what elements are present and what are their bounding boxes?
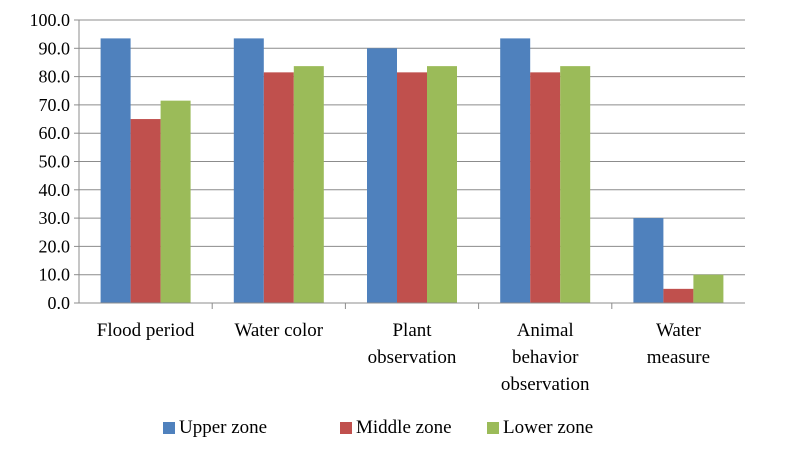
- bars: [100, 38, 724, 304]
- legend-label: Lower zone: [503, 417, 593, 438]
- y-tick-label: 90.0: [39, 38, 71, 58]
- bar: [500, 38, 531, 304]
- bar: [560, 66, 591, 303]
- bar: [293, 66, 324, 303]
- category-label: Water color: [234, 320, 323, 341]
- legend-swatch: [487, 422, 499, 434]
- y-tick-label: 70.0: [39, 95, 71, 115]
- legend-label: Upper zone: [179, 417, 267, 438]
- bar: [263, 72, 294, 303]
- bar: [427, 66, 457, 303]
- y-tick-label: 40.0: [39, 180, 71, 200]
- bar: [233, 38, 264, 304]
- legend-swatch: [163, 422, 175, 434]
- legend-swatch: [340, 422, 352, 434]
- axes: [74, 19, 745, 309]
- y-tick-label: 60.0: [39, 123, 71, 143]
- x-axis-categories: Flood period Water color Plant observation A…: [97, 320, 710, 395]
- bar: [367, 48, 397, 303]
- category-label: Plant observation: [368, 320, 457, 368]
- y-tick-label: 20.0: [39, 236, 71, 256]
- y-tick-label: 50.0: [39, 152, 71, 172]
- y-tick-label: 0.0: [48, 293, 71, 313]
- legend-label: Middle zone: [356, 417, 452, 438]
- legend: Upper zone Middle zone Lower zone: [163, 417, 593, 438]
- y-axis-ticks: 0.0 10.0 20.0 30.0 40.0 50.0 60.0 70.0 80.0 90.0 1…: [30, 10, 71, 313]
- bar: [693, 274, 724, 303]
- bar: [633, 218, 664, 303]
- bar: [397, 72, 427, 303]
- y-tick-label: 100.0: [30, 10, 71, 30]
- bar: [100, 38, 131, 304]
- y-tick-label: 80.0: [39, 67, 71, 87]
- category-label: Flood period: [97, 320, 195, 341]
- bar: [530, 72, 561, 303]
- bar: [663, 288, 694, 303]
- y-tick-label: 10.0: [39, 265, 71, 285]
- category-label: Water measure: [647, 320, 710, 368]
- bar: [160, 100, 191, 303]
- bar: [130, 119, 161, 303]
- category-label: Animal behavior observation: [501, 320, 590, 395]
- y-tick-label: 30.0: [39, 208, 71, 228]
